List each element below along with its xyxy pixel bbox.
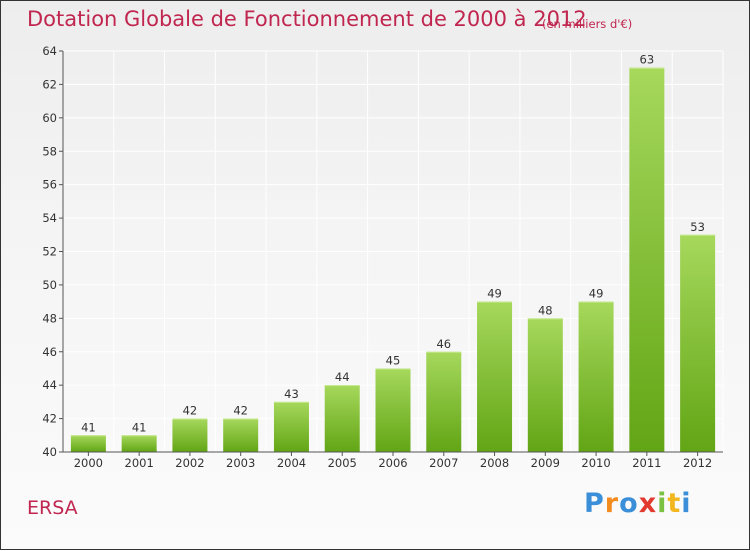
x-tick-label: 2010: [581, 456, 610, 470]
data-label: 49: [589, 287, 604, 301]
bar: [680, 234, 716, 452]
data-label: 43: [284, 387, 299, 401]
bar: [273, 401, 309, 452]
x-tick-label: 2007: [429, 456, 458, 470]
y-tick-label: 40: [42, 445, 57, 459]
y-tick-label: 46: [42, 345, 57, 359]
bar: [629, 67, 665, 452]
data-label: 42: [233, 404, 248, 418]
y-tick-label: 56: [42, 178, 57, 192]
x-tick-label: 2001: [125, 456, 154, 470]
x-tick-label: 2002: [175, 456, 204, 470]
logo-letter: x: [638, 488, 658, 519]
y-tick-label: 64: [42, 44, 57, 58]
bar: [477, 301, 513, 452]
y-tick-label: 52: [42, 245, 57, 259]
y-tick-label: 48: [42, 311, 57, 325]
axes: 40 42 44 46 48 50 52 54 56 58 60 62 64 2000 2001 2002 20…: [42, 44, 723, 470]
x-tick-label: 2004: [277, 456, 306, 470]
y-tick-label: 62: [42, 77, 57, 91]
y-tick-label: 60: [42, 111, 57, 125]
logo-letter: P: [584, 488, 605, 519]
bar: [375, 368, 411, 452]
logo-letter: r: [604, 488, 620, 519]
logo-letter: t: [667, 488, 682, 519]
proxiti-logo[interactable]: Proxiti: [584, 488, 692, 519]
x-tick-label: 2011: [632, 456, 661, 470]
data-label: 63: [640, 53, 655, 67]
bar: [426, 351, 462, 452]
logo-letter: o: [619, 488, 639, 519]
logo-letter: i: [657, 488, 668, 519]
data-label: 44: [335, 370, 350, 384]
data-label: 45: [386, 353, 401, 367]
bar: [324, 385, 360, 452]
y-tick-label: 44: [42, 378, 57, 392]
y-tick-label: 50: [42, 278, 57, 292]
data-label: 41: [81, 420, 96, 434]
bar: [172, 418, 208, 452]
y-tick-label: 54: [42, 211, 57, 225]
bar: [70, 435, 106, 452]
data-label: 42: [183, 404, 198, 418]
y-tick-label: 42: [42, 412, 57, 426]
x-tick-label: 2005: [328, 456, 357, 470]
x-tick-label: 2009: [531, 456, 560, 470]
commune-name: ERSA: [27, 497, 78, 519]
data-label: 46: [436, 337, 451, 351]
logo-letter: i: [681, 488, 692, 519]
y-tick-label: 58: [42, 144, 57, 158]
bars: [70, 67, 716, 452]
data-labels: 41 41 42 42 43 44 45 46 49 48 49 63 53: [81, 53, 705, 435]
x-tick-label: 2012: [683, 456, 712, 470]
chart-subtitle: (en milliers d'€): [542, 17, 633, 31]
data-label: 48: [538, 303, 553, 317]
x-tick-label: 2006: [378, 456, 407, 470]
data-label: 41: [132, 420, 147, 434]
x-tick-label: 2008: [480, 456, 509, 470]
data-label: 53: [690, 220, 705, 234]
bar: [527, 318, 563, 452]
chart-title: Dotation Globale de Fonctionnement de 20…: [27, 7, 587, 31]
bar: [223, 418, 259, 452]
x-tick-label: 2003: [226, 456, 255, 470]
data-label: 49: [487, 287, 502, 301]
bar: [578, 301, 614, 452]
bar: [121, 435, 157, 452]
x-tick-label: 2000: [74, 456, 103, 470]
